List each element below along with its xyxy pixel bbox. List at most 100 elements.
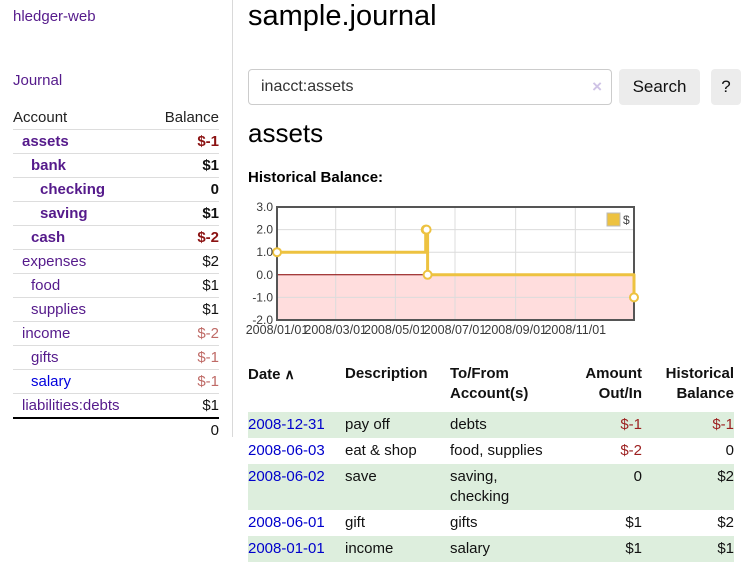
account-link-expenses[interactable]: expenses bbox=[22, 253, 87, 270]
sidebar: hledger-web Journal Account Balance asse… bbox=[0, 0, 233, 442]
data-point-marker bbox=[421, 224, 432, 235]
y-tick-label: 2.0 bbox=[256, 223, 273, 237]
sidebar-item-journal[interactable]: Journal bbox=[13, 72, 63, 89]
accounts-total-row: 0 bbox=[13, 417, 219, 442]
page-title: sample.journal bbox=[248, 0, 437, 32]
account-balance: $-2 bbox=[161, 225, 219, 250]
y-tick-label: -2.0 bbox=[252, 313, 273, 327]
transaction-balance: 0 bbox=[725, 442, 734, 459]
transaction-balance: $2 bbox=[717, 514, 734, 531]
data-point-marker bbox=[422, 269, 433, 280]
account-link-bank[interactable]: bank bbox=[31, 157, 67, 174]
transaction-description: gift bbox=[345, 514, 366, 531]
account-row: income $-2 bbox=[13, 321, 219, 346]
accounts-balance-table: Account Balance assets $-1 bank $1 checking 0… bbox=[13, 106, 219, 442]
transaction-row: 2008-12-31 pay off debts $-1 $-1 bbox=[248, 412, 734, 438]
transaction-amount: $-2 bbox=[620, 442, 642, 459]
balance-chart-svg: $3.0 2.0 1.0 0.0 -1.0 -2.02008/01/012008/03/0… bbox=[246, 200, 639, 337]
accounts-header-balance: Balance bbox=[161, 106, 219, 130]
account-row: saving $1 bbox=[13, 201, 219, 226]
col-header-balance: Historical Balance bbox=[665, 365, 734, 402]
transaction-date-link[interactable]: 2008-01-01 bbox=[248, 540, 325, 557]
account-balance: $-2 bbox=[161, 321, 219, 346]
clear-search-icon[interactable]: × bbox=[592, 77, 602, 96]
account-balance: $2 bbox=[161, 249, 219, 274]
help-button[interactable]: ? bbox=[711, 69, 741, 105]
y-tick-label: 1.0 bbox=[256, 245, 273, 259]
app-brand-link[interactable]: hledger-web bbox=[13, 8, 96, 25]
sort-asc-icon: ∧ bbox=[284, 366, 295, 382]
account-row: expenses $2 bbox=[13, 249, 219, 274]
account-row: supplies $1 bbox=[13, 297, 219, 322]
transaction-date-link[interactable]: 2008-06-03 bbox=[248, 442, 325, 459]
transactions-table-body: 2008-12-31 pay off debts $-1 $-1 2008-06-03 ea… bbox=[248, 412, 734, 562]
account-link-gifts[interactable]: gifts bbox=[31, 349, 59, 366]
account-balance: $-1 bbox=[161, 129, 219, 154]
historical-balance-chart[interactable]: $3.0 2.0 1.0 0.0 -1.0 -2.0 2008/01/01 2008/03/0… bbox=[246, 200, 639, 338]
account-balance: $1 bbox=[161, 201, 219, 226]
transaction-accounts: food, supplies bbox=[450, 442, 543, 459]
x-tick-label: 2008/09/01 bbox=[484, 323, 547, 337]
account-row: cash $-2 bbox=[13, 225, 219, 250]
account-link-saving[interactable]: saving bbox=[40, 205, 88, 222]
x-tick-label: 2008/05/01 bbox=[364, 323, 427, 337]
transaction-balance: $-1 bbox=[712, 416, 734, 433]
accounts-table-body: assets $-1 bank $1 checking 0 saving $1 cash $-2 e… bbox=[13, 129, 219, 419]
transaction-description: eat & shop bbox=[345, 442, 417, 459]
transaction-date-link[interactable]: 2008-06-01 bbox=[248, 514, 325, 531]
transaction-balance: $1 bbox=[717, 540, 734, 557]
transaction-balance: $2 bbox=[717, 468, 734, 485]
account-row: liabilities:debts $1 bbox=[13, 393, 219, 419]
account-balance: 0 bbox=[161, 177, 219, 202]
account-link-cash[interactable]: cash bbox=[31, 229, 66, 246]
transactions-table: Date ∧ Description To/From Account(s) Amo… bbox=[248, 361, 734, 562]
account-link-income[interactable]: income bbox=[22, 325, 71, 342]
transaction-accounts: gifts bbox=[450, 514, 478, 531]
transaction-accounts: saving, checking bbox=[450, 468, 510, 505]
search-button[interactable]: Search bbox=[619, 69, 700, 105]
chart-heading: Historical Balance: bbox=[248, 169, 384, 186]
transactions-header-row: Date ∧ Description To/From Account(s) Amo… bbox=[248, 361, 734, 412]
account-link-food[interactable]: food bbox=[31, 277, 61, 294]
account-balance: $-1 bbox=[161, 369, 219, 394]
account-link-salary[interactable]: salary bbox=[31, 373, 72, 390]
transaction-row: 2008-06-01 gift gifts $1 $2 bbox=[248, 510, 734, 536]
transaction-accounts: debts bbox=[450, 416, 487, 433]
account-row: food $1 bbox=[13, 273, 219, 298]
account-row: salary $-1 bbox=[13, 369, 219, 394]
plot-border bbox=[276, 206, 635, 321]
transaction-amount: $1 bbox=[625, 514, 642, 531]
transaction-description: save bbox=[345, 468, 377, 485]
transaction-date-link[interactable]: 2008-06-02 bbox=[248, 468, 325, 485]
transaction-row: 2008-06-02 save saving, checking 0 $2 bbox=[248, 464, 734, 510]
search-input-wrap: × bbox=[248, 69, 612, 105]
x-tick-label: 2008/07/01 bbox=[424, 323, 487, 337]
legend-swatch bbox=[606, 212, 621, 227]
x-tick-label: 2008/03/01 bbox=[304, 323, 367, 337]
account-link-liabilities-debts[interactable]: liabilities:debts bbox=[22, 397, 120, 414]
account-balance: $1 bbox=[161, 297, 219, 322]
col-header-amount: Amount Out/In bbox=[585, 365, 642, 402]
account-row: assets $-1 bbox=[13, 129, 219, 154]
search-form: × Search ? bbox=[248, 69, 742, 105]
y-tick-label: -1.0 bbox=[252, 290, 273, 304]
transaction-amount: $1 bbox=[625, 540, 642, 557]
account-link-assets[interactable]: assets bbox=[22, 133, 69, 150]
account-balance: $1 bbox=[161, 153, 219, 178]
account-balance: $1 bbox=[161, 393, 219, 419]
accounts-header-row: Account Balance bbox=[13, 106, 219, 130]
transaction-row: 2008-01-01 income salary $1 $1 bbox=[248, 536, 734, 562]
col-header-date[interactable]: Date ∧ bbox=[248, 366, 295, 383]
transaction-amount: 0 bbox=[633, 468, 642, 485]
data-point-marker bbox=[272, 247, 282, 258]
account-balance: $-1 bbox=[161, 345, 219, 370]
account-row: checking 0 bbox=[13, 177, 219, 202]
search-input[interactable] bbox=[248, 69, 612, 105]
transaction-date-link[interactable]: 2008-12-31 bbox=[248, 416, 325, 433]
account-link-supplies[interactable]: supplies bbox=[31, 301, 87, 318]
transaction-row: 2008-06-03 eat & shop food, supplies $-2 0 bbox=[248, 438, 734, 464]
data-point-marker bbox=[629, 292, 639, 303]
account-link-checking[interactable]: checking bbox=[40, 181, 106, 198]
legend-label: $ bbox=[623, 213, 630, 227]
